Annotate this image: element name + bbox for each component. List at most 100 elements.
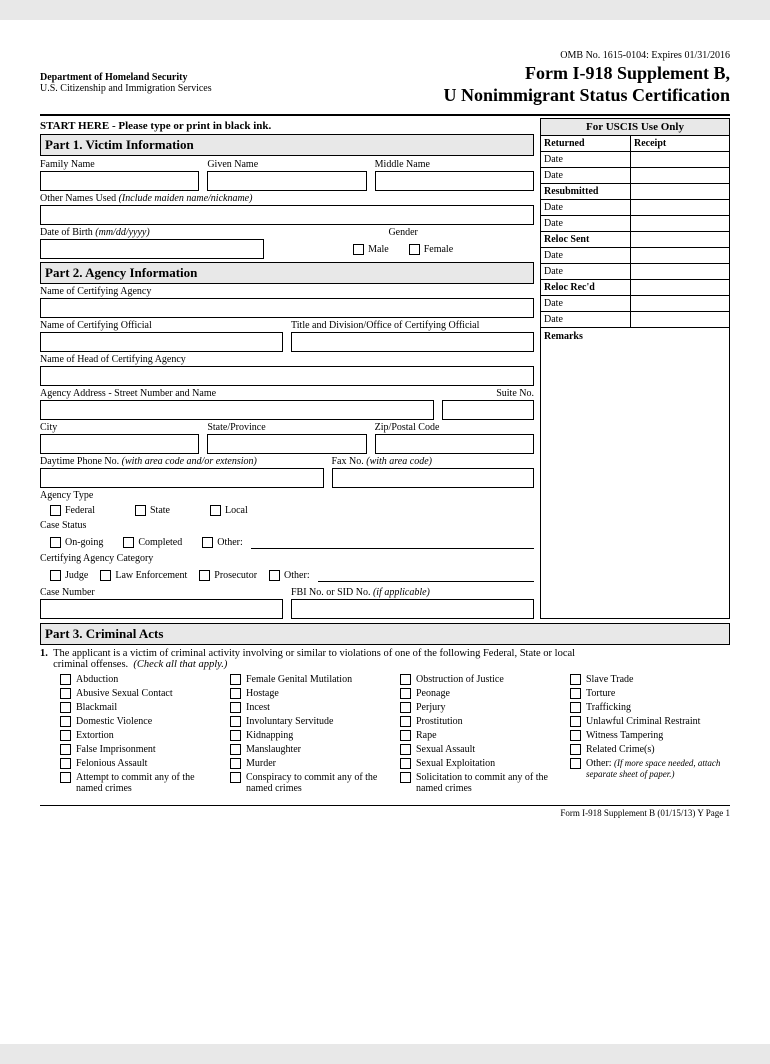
crime-label: Manslaughter: [246, 744, 301, 755]
dob-input[interactable]: [40, 239, 264, 259]
fbi-input[interactable]: [291, 599, 534, 619]
crime-checkbox[interactable]: [400, 674, 411, 685]
crime-checkbox[interactable]: [60, 716, 71, 727]
local-label: Local: [225, 505, 248, 516]
fax-input[interactable]: [332, 468, 535, 488]
daytime-input[interactable]: [40, 468, 324, 488]
prosecutor-label: Prosecutor: [214, 570, 257, 581]
female-label: Female: [424, 244, 453, 255]
case-num-label: Case Number: [40, 587, 283, 598]
dob-label: Date of Birth (mm/dd/yyyy): [40, 227, 264, 238]
other-status-checkbox[interactable]: [202, 537, 213, 548]
crime-label: Conspiracy to commit any of the named cr…: [246, 772, 390, 794]
crime-checkbox[interactable]: [230, 758, 241, 769]
crime-label: Abduction: [76, 674, 118, 685]
crime-checkbox[interactable]: [570, 730, 581, 741]
local-checkbox[interactable]: [210, 505, 221, 516]
crime-checkbox[interactable]: [60, 674, 71, 685]
crime-checkbox[interactable]: [60, 772, 71, 783]
male-checkbox[interactable]: [353, 244, 364, 255]
crime-label: Prostitution: [416, 716, 463, 727]
state-checkbox[interactable]: [135, 505, 146, 516]
crime-checkbox[interactable]: [570, 674, 581, 685]
cert-agency-input[interactable]: [40, 298, 534, 318]
crime-label: Felonious Assault: [76, 758, 147, 769]
crime-checkbox[interactable]: [400, 730, 411, 741]
part3-text: 1. The applicant is a victim of criminal…: [40, 648, 730, 670]
crimes-col-3: Obstruction of JusticePeonagePerjuryPros…: [400, 674, 560, 797]
dept-line2: U.S. Citizenship and Immigration Service…: [40, 83, 212, 94]
head-agency-input[interactable]: [40, 366, 534, 386]
given-name-input[interactable]: [207, 171, 366, 191]
crime-checkbox[interactable]: [230, 702, 241, 713]
crime-label: Solicitation to commit any of the named …: [416, 772, 560, 794]
male-label: Male: [368, 244, 389, 255]
crime-checkbox[interactable]: [230, 744, 241, 755]
crime-checkbox[interactable]: [400, 772, 411, 783]
judge-checkbox[interactable]: [50, 570, 61, 581]
cert-official-input[interactable]: [40, 332, 283, 352]
crime-checkbox[interactable]: [400, 716, 411, 727]
other-crime-checkbox[interactable]: [570, 758, 581, 769]
other-names-input[interactable]: [40, 205, 534, 225]
crime-checkbox[interactable]: [60, 688, 71, 699]
agency-type-label: Agency Type: [40, 490, 534, 501]
case-num-input[interactable]: [40, 599, 283, 619]
crime-checkbox[interactable]: [230, 688, 241, 699]
other-cat-checkbox[interactable]: [269, 570, 280, 581]
crime-checkbox[interactable]: [230, 772, 241, 783]
crime-label: Domestic Violence: [76, 716, 152, 727]
relocsent-label: Reloc Sent: [541, 232, 631, 247]
crime-label: Torture: [586, 688, 615, 699]
zip-input[interactable]: [375, 434, 534, 454]
crime-checkbox[interactable]: [60, 702, 71, 713]
crime-checkbox[interactable]: [60, 730, 71, 741]
crime-checkbox[interactable]: [230, 716, 241, 727]
crime-checkbox[interactable]: [60, 758, 71, 769]
completed-checkbox[interactable]: [123, 537, 134, 548]
crime-checkbox[interactable]: [400, 702, 411, 713]
crime-checkbox[interactable]: [570, 688, 581, 699]
crime-checkbox[interactable]: [400, 688, 411, 699]
crime-checkbox[interactable]: [570, 702, 581, 713]
law-label: Law Enforcement: [115, 570, 187, 581]
crime-label: Involuntary Servitude: [246, 716, 333, 727]
federal-checkbox[interactable]: [50, 505, 61, 516]
agency-addr-input[interactable]: [40, 400, 434, 420]
city-input[interactable]: [40, 434, 199, 454]
crime-label: Perjury: [416, 702, 445, 713]
crime-checkbox[interactable]: [400, 758, 411, 769]
female-checkbox[interactable]: [409, 244, 420, 255]
ongoing-checkbox[interactable]: [50, 537, 61, 548]
crime-checkbox[interactable]: [230, 674, 241, 685]
title-div-input[interactable]: [291, 332, 534, 352]
crime-checkbox[interactable]: [570, 744, 581, 755]
crime-checkbox[interactable]: [230, 730, 241, 741]
crime-label: Sexual Exploitation: [416, 758, 495, 769]
other-status-line[interactable]: [251, 535, 534, 549]
crime-label: Peonage: [416, 688, 450, 699]
middle-name-input[interactable]: [375, 171, 534, 191]
remarks-label: Remarks: [541, 328, 729, 345]
given-name-label: Given Name: [207, 159, 366, 170]
crime-checkbox[interactable]: [400, 744, 411, 755]
family-name-input[interactable]: [40, 171, 199, 191]
uscis-box: For USCIS Use Only ReturnedReceipt Date …: [540, 118, 730, 619]
dept-line1: Department of Homeland Security: [40, 72, 187, 83]
prosecutor-checkbox[interactable]: [199, 570, 210, 581]
part1-header: Part 1. Victim Information: [40, 134, 534, 156]
ongoing-label: On-going: [65, 537, 103, 548]
law-checkbox[interactable]: [100, 570, 111, 581]
crime-label: Unlawful Criminal Restraint: [586, 716, 700, 727]
other-cat-line[interactable]: [318, 568, 534, 582]
omb-number: OMB No. 1615-0104: Expires 01/31/2016: [40, 50, 730, 61]
crime-checkbox[interactable]: [60, 744, 71, 755]
cert-agency-label: Name of Certifying Agency: [40, 286, 534, 297]
suite-input[interactable]: [442, 400, 534, 420]
state-input[interactable]: [207, 434, 366, 454]
crime-label: Rape: [416, 730, 437, 741]
crime-checkbox[interactable]: [570, 716, 581, 727]
p3-num: 1.: [40, 648, 48, 659]
crimes-col-1: AbductionAbusive Sexual ContactBlackmail…: [60, 674, 220, 797]
receipt-label: Receipt: [631, 136, 729, 151]
